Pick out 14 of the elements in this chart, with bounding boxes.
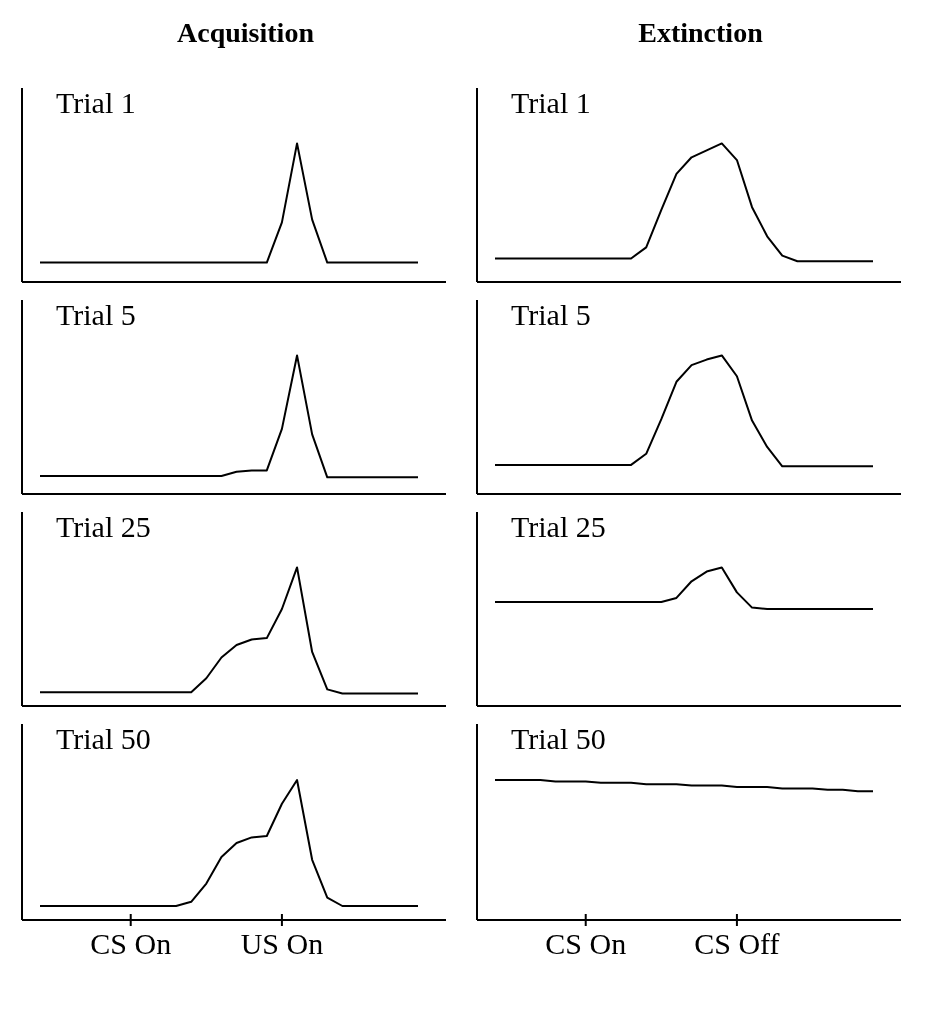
chart-subtitle: Trial 25	[511, 510, 606, 544]
chart-subtitle: Trial 1	[511, 86, 591, 120]
chart-title: Acquisition	[176, 16, 315, 50]
chart-subtitle: Trial 5	[511, 298, 591, 332]
chart-subtitle: Trial 25	[56, 510, 151, 544]
chart-subtitle: Trial 50	[511, 722, 606, 756]
chart-subtitle: Trial 50	[56, 722, 151, 756]
chart-title: Extinction	[637, 16, 764, 50]
chart-subtitle: Trial 1	[56, 86, 136, 120]
x-tick-label: CS On	[90, 927, 172, 960]
x-tick-label: CS On	[545, 927, 627, 960]
x-tick-label: CS Off	[694, 927, 780, 960]
x-tick-label: US On	[240, 927, 324, 960]
chart-subtitle: Trial 5	[56, 298, 136, 332]
